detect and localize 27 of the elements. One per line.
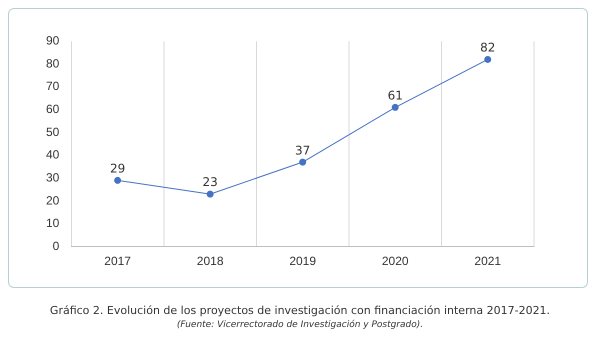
y-tick-label: 70	[46, 79, 60, 94]
x-tick-label: 2021	[474, 254, 502, 268]
point	[392, 104, 399, 111]
y-tick-label: 90	[46, 34, 60, 48]
point	[484, 56, 492, 63]
y-tick-label: 30	[46, 170, 60, 184]
data-label: 61	[388, 88, 403, 103]
y-tick-label: 50	[46, 124, 60, 139]
point	[114, 176, 122, 184]
data-label: 37	[295, 143, 310, 158]
y-tick-label: 20	[46, 193, 60, 208]
y-tick-label: 60	[46, 102, 60, 116]
text: (Fuente: Vicerrectorado de Investigación y Postgrado).	[176, 320, 424, 330]
y-tick-label: 10	[46, 216, 60, 230]
text: Gráfico 2. Evolución de los proyectos de investigación con financiación interna 2017-2021.	[48, 304, 552, 317]
y-tick-label: 40	[46, 148, 60, 162]
x-tick-label: 2019	[289, 254, 316, 268]
x-tick-label: 2020	[382, 254, 409, 268]
point	[299, 158, 306, 166]
x-tick-label: 2018	[196, 254, 224, 268]
point	[206, 190, 214, 198]
data-label: 23	[202, 175, 218, 190]
data-label: 82	[480, 40, 496, 55]
x-tick-label: 2017	[104, 254, 132, 268]
y-tick-label: 0	[52, 238, 60, 253]
data-label: 29	[110, 162, 126, 176]
y-tick-label: 80	[46, 56, 60, 70]
